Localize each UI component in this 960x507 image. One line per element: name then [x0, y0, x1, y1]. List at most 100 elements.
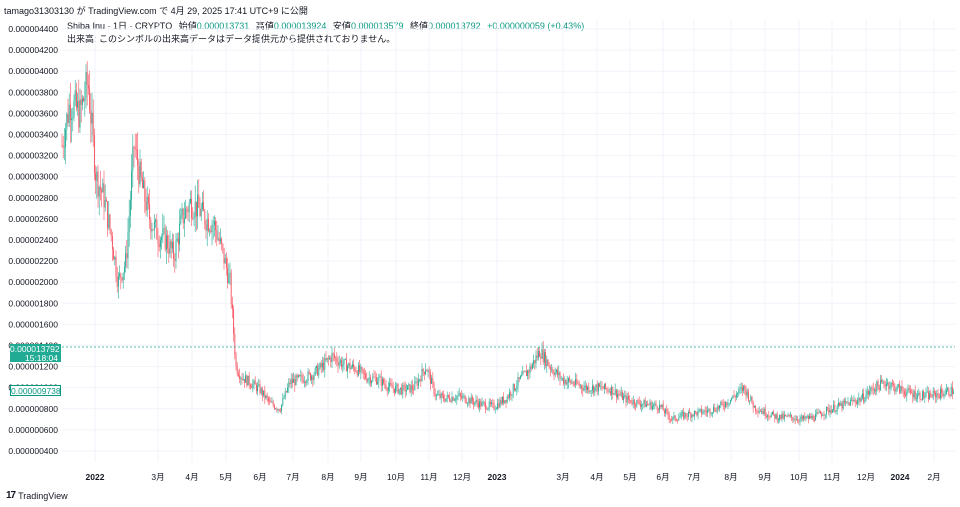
candle-body	[606, 388, 608, 390]
x-tick-label: 5月	[219, 472, 232, 482]
candle-body	[849, 400, 851, 406]
candle-body	[277, 409, 279, 410]
candle-body	[560, 378, 562, 380]
candle-body	[87, 85, 89, 89]
candle-body	[923, 391, 925, 398]
symbol-label[interactable]: Shiba Inu · 1日 · CRYPTO	[67, 21, 173, 31]
candle-body	[653, 404, 655, 406]
candle-body	[695, 411, 697, 412]
candle-body	[863, 393, 865, 402]
candle-body	[411, 385, 413, 390]
candle-body	[620, 392, 622, 396]
candle-body	[566, 381, 568, 385]
candle-body	[432, 378, 434, 384]
candle-body	[440, 393, 442, 399]
candle-body	[789, 414, 791, 416]
candle-body	[179, 223, 181, 245]
candle-body	[227, 268, 229, 283]
candle-body	[457, 395, 459, 397]
candle-body	[911, 392, 913, 394]
candle-body	[837, 402, 839, 406]
candle-body	[927, 391, 929, 400]
publisher-line: tamago31303130 が TradingView.com で 4月 29…	[4, 6, 308, 16]
candle-body	[561, 378, 563, 379]
candle-body	[126, 253, 128, 259]
candle-body	[792, 417, 794, 420]
candle-body	[882, 381, 884, 383]
candle-body	[331, 353, 333, 363]
candle-body	[147, 196, 149, 204]
candle-body	[449, 397, 451, 401]
candle-body	[932, 390, 934, 398]
candle-body	[865, 394, 867, 400]
candle-body	[709, 409, 711, 414]
candle-body	[608, 391, 610, 392]
candle-body	[475, 400, 477, 403]
candle-body	[509, 392, 511, 398]
candle-body	[105, 199, 107, 202]
candle-body	[623, 396, 625, 400]
candle-body	[650, 402, 652, 410]
candle-body	[409, 384, 411, 393]
candle-body	[564, 380, 566, 384]
candle-body	[349, 363, 351, 370]
candle-body	[900, 386, 902, 393]
candle-body	[119, 273, 121, 277]
candle-body	[615, 389, 617, 398]
candle-body	[799, 418, 801, 422]
candle-body	[698, 409, 700, 411]
candle-body	[91, 112, 93, 124]
candle-body	[571, 382, 573, 384]
candle-body	[295, 375, 297, 386]
candle-body	[938, 394, 940, 399]
candle-body	[492, 402, 494, 404]
candle-body	[417, 379, 419, 386]
candle-body	[438, 394, 440, 395]
candle-body	[133, 146, 135, 148]
candle-body	[913, 391, 915, 398]
candle-body	[609, 391, 611, 395]
price-chart[interactable]: 0.000004400 0.000004200 0.000004000 0.00000…	[0, 0, 960, 490]
candle-body	[289, 382, 291, 384]
volume-note: 出来高: このシンボルの出来高データはデータ提供元から提供されておりません。	[67, 34, 396, 44]
candle-body	[805, 417, 807, 419]
y-tick-label: 0.000000800	[8, 404, 58, 414]
candle-body	[333, 354, 335, 358]
candle-body	[469, 398, 471, 404]
candle-body	[285, 391, 287, 393]
candle-body	[348, 363, 350, 367]
x-tick-label: 5月	[623, 472, 636, 482]
candle-body	[231, 304, 233, 310]
candle-body	[338, 362, 340, 366]
candle-body	[319, 363, 321, 369]
candle-body	[347, 366, 349, 372]
y-tick-label: 0.000002600	[8, 214, 58, 224]
candle-body	[320, 363, 322, 368]
candle-body	[378, 377, 380, 382]
candle-body	[919, 392, 921, 400]
x-tick-label: 3月	[151, 472, 164, 482]
y-tick-label: 0.000001800	[8, 298, 58, 308]
brand-label: TradingView	[18, 490, 68, 501]
candle-body	[311, 376, 313, 380]
x-tick-label: 4月	[185, 472, 198, 482]
candle-body	[546, 359, 548, 367]
candle-body	[887, 382, 889, 384]
candle-body	[307, 371, 309, 382]
candle-body	[355, 371, 357, 373]
candle-body	[877, 381, 879, 386]
candle-body	[63, 146, 65, 148]
x-tick-label: 2022	[86, 472, 105, 482]
candle-body	[542, 349, 544, 363]
candle-body	[80, 99, 82, 105]
candle-body	[611, 386, 613, 395]
candle-body	[619, 394, 621, 396]
candle-body	[510, 392, 512, 396]
footer-brand[interactable]: 17 TradingView	[6, 490, 68, 501]
candle-body	[540, 356, 542, 359]
y-tick-label: 0.000001200	[8, 362, 58, 372]
candle-body	[83, 98, 85, 102]
candle-body	[921, 391, 923, 400]
candle-body	[612, 386, 614, 395]
candle-body	[357, 365, 359, 376]
